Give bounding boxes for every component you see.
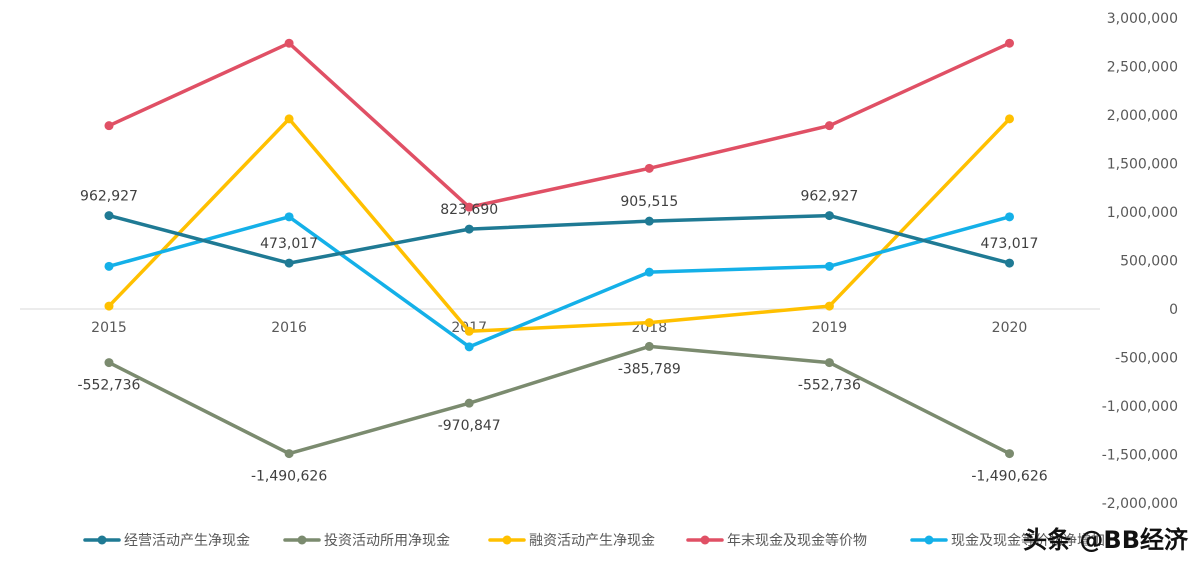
legend-label: 融资活动产生净现金 [529,533,655,549]
x-tick-label: 2016 [271,320,307,336]
data-label: 905,515 [620,194,678,210]
legend-swatch-marker [297,535,307,545]
legend-swatch-marker [700,535,710,545]
legend-item: 投资活动所用净现金 [283,533,450,549]
data-point [464,398,474,408]
x-tick-label: 2019 [812,320,848,336]
y-tick-label: 1,000,000 [1107,205,1178,221]
data-label: 962,927 [800,189,858,205]
y-tick-label: -2,000,000 [1102,496,1178,512]
data-label: 823,690 [440,202,498,218]
data-point [1005,258,1014,268]
y-tick-label: -500,000 [1115,351,1178,367]
data-point [464,224,474,234]
legend-swatch-marker [97,535,107,545]
series-group [104,114,1014,336]
data-point [284,212,294,222]
legend: 经营活动产生净现金 投资活动所用净现金 融资活动产生净现金 年末现金及现金等价物 现金及… [83,532,1105,549]
x-tick-label: 2015 [91,320,127,336]
data-point [104,261,114,271]
legend-item: 融资活动产生净现金 [488,533,655,549]
data-point [824,211,834,221]
y-tick-label: 1,500,000 [1107,157,1178,173]
series-line [107,213,1012,265]
y-tick-label: 0 [1169,302,1178,318]
data-point [824,301,834,311]
data-point [464,326,474,336]
data-point [104,121,114,131]
data-point [104,211,114,221]
data-label: -1,490,626 [971,469,1047,485]
data-label: -1,490,626 [251,469,327,485]
data-point [824,261,834,271]
data-label: -552,736 [798,378,861,394]
series-group [104,211,1014,268]
legend-swatch-marker [924,535,934,545]
legend-label: 经营活动产生净现金 [124,533,250,549]
legend-swatch-marker [502,535,512,545]
watermark-text: 头条 @BB经济 [1023,526,1189,554]
y-tick-label: 500,000 [1120,254,1178,270]
legend-label: 年末现金及现金等价物 [727,532,867,549]
data-point [1005,38,1014,48]
y-tick-label: -1,500,000 [1102,448,1178,464]
x-tick-label: 2020 [992,320,1028,336]
data-point [1005,449,1014,459]
data-label: 962,927 [80,189,138,205]
data-labels: -552,736 -1,490,626 -970,847 -385,789 -552,7… [78,189,1048,485]
data-point [824,121,834,131]
y-tick-label: 2,000,000 [1107,108,1178,124]
data-point [464,202,474,212]
series-group [104,341,1014,459]
legend-label: 现金及现金等价物净增加 [951,532,1105,549]
y-tick-label: -1,000,000 [1102,399,1178,415]
legend-label: 投资活动所用净现金 [324,533,450,549]
data-point [824,358,834,368]
data-point [644,267,654,277]
data-point [284,258,294,268]
legend-item: 现金及现金等价物净增加 [910,532,1105,549]
series-line [107,117,1012,334]
data-point [284,38,294,48]
data-label: -385,789 [618,361,681,377]
data-point [284,449,294,459]
data-point [284,114,294,124]
legend-item: 年末现金及现金等价物 [686,532,867,549]
legend-item: 经营活动产生净现金 [83,533,250,549]
data-label: 473,017 [260,236,318,252]
data-point [104,358,114,368]
series-line [107,215,1012,349]
data-point [644,341,654,351]
data-point [464,342,474,352]
series-line [107,41,1012,209]
y-tick-label: 2,500,000 [1107,60,1178,76]
series-line [107,344,1012,456]
data-point [644,163,654,173]
data-point [644,216,654,226]
series-group [104,38,1014,212]
data-point [1005,114,1014,124]
data-point [1005,212,1014,222]
data-point [644,318,654,328]
data-point [104,301,114,311]
data-label: -552,736 [78,378,141,394]
y-tick-label: 3,000,000 [1107,11,1178,27]
data-label: -970,847 [438,418,501,434]
series-group [104,212,1014,352]
data-label: 473,017 [981,236,1039,252]
series-lines [104,38,1014,459]
